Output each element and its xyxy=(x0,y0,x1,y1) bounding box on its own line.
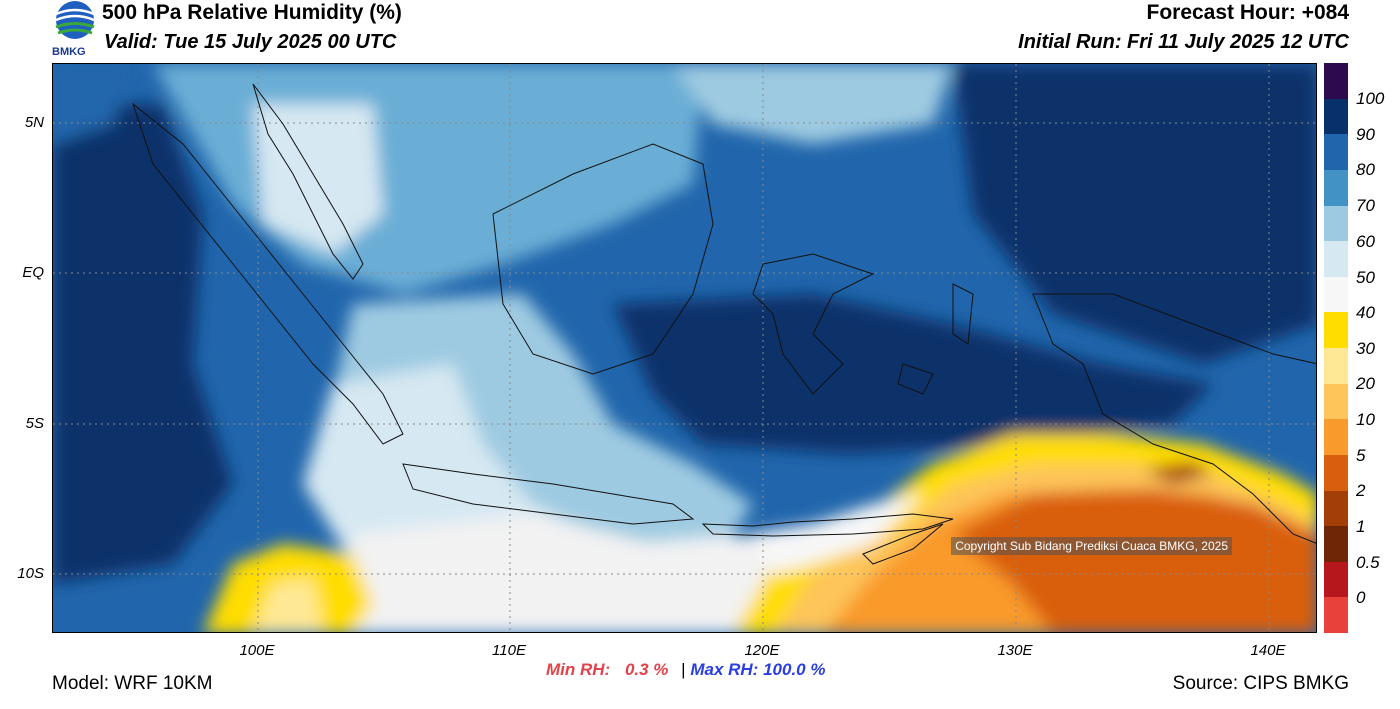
colorbar-segment xyxy=(1324,419,1348,455)
lon-label-110e: 110E xyxy=(492,642,526,659)
colorbar-segment xyxy=(1324,383,1348,420)
colorbar-segment xyxy=(1324,134,1348,170)
colorbar-segment xyxy=(1324,561,1348,598)
lon-label-100e: 100E xyxy=(239,642,275,659)
colorbar-label-80: 80 xyxy=(1356,160,1375,179)
initial-run: Initial Run: Fri 11 July 2025 12 UTC xyxy=(1018,31,1349,53)
lon-label-140e: 140E xyxy=(1250,642,1286,659)
colorbar-segment xyxy=(1324,169,1348,206)
data-source: Source: CIPS BMKG xyxy=(1172,673,1349,694)
colorbar-label-20: 20 xyxy=(1356,374,1375,393)
coastlines xyxy=(131,83,1316,565)
logo-text: BMKG xyxy=(52,46,86,58)
colorbar-segment xyxy=(1324,490,1348,527)
colorbar-label-1: 1 xyxy=(1356,517,1366,536)
colorbar-segment xyxy=(1324,526,1348,562)
max-rh-label: Max RH: xyxy=(690,660,759,679)
model-name: Model: WRF 10KM xyxy=(52,673,213,694)
colorbar-label-40: 40 xyxy=(1356,303,1375,322)
copyright-note: Copyright Sub Bidang Prediksi Cuaca BMKG… xyxy=(951,537,1232,555)
colorbar-label-70: 70 xyxy=(1356,196,1375,215)
colorbar-segment xyxy=(1324,348,1348,384)
min-rh-value: 0.3 % xyxy=(624,660,669,679)
colorbar-label-30: 30 xyxy=(1356,339,1375,358)
min-rh-label: Min RH: xyxy=(546,660,611,679)
colorbar-label-100: 100 xyxy=(1356,89,1385,108)
colorbar-segment xyxy=(1324,312,1348,348)
humidity-map: Copyright Sub Bidang Prediksi Cuaca BMKG… xyxy=(52,63,1317,633)
bmkg-logo: BMKG xyxy=(50,0,100,60)
map-title: 500 hPa Relative Humidity (%) xyxy=(102,1,402,24)
lat-label-5n: 5N xyxy=(24,114,44,131)
colorbar-label-60: 60 xyxy=(1356,232,1375,251)
lat-label-eq: EQ xyxy=(22,264,44,281)
max-rh-value: 100.0 % xyxy=(763,660,826,679)
lon-label-120e: 120E xyxy=(744,642,780,659)
colorbar-label-5: 5 xyxy=(1356,446,1366,465)
colorbar-segment xyxy=(1324,205,1348,242)
colorbar xyxy=(1324,63,1348,633)
lat-label-10s: 10S xyxy=(17,565,44,582)
valid-time: Valid: Tue 15 July 2025 00 UTC xyxy=(104,31,397,53)
colorbar-label-90: 90 xyxy=(1356,125,1375,144)
colorbar-segment xyxy=(1324,276,1348,313)
colorbar-segment xyxy=(1324,63,1348,99)
colorbar-label-2: 2 xyxy=(1356,481,1366,500)
colorbar-segment xyxy=(1324,454,1348,491)
rh-min-max: Min RH: 0.3 % | Max RH: 100.0 % xyxy=(546,660,825,680)
lat-label-5s: 5S xyxy=(25,415,44,432)
colorbar-label-50: 50 xyxy=(1356,268,1375,287)
colorbar-segment xyxy=(1324,98,1348,135)
colorbar-segment xyxy=(1324,241,1348,277)
colorbar-segment xyxy=(1324,597,1348,633)
minmax-separator: | xyxy=(681,660,686,679)
colorbar-label-10: 10 xyxy=(1356,410,1375,429)
lon-label-130e: 130E xyxy=(997,642,1033,659)
colorbar-label-0-5: 0.5 xyxy=(1356,553,1380,572)
forecast-hour: Forecast Hour: +084 xyxy=(1146,1,1350,24)
colorbar-label-0: 0 xyxy=(1356,588,1366,607)
